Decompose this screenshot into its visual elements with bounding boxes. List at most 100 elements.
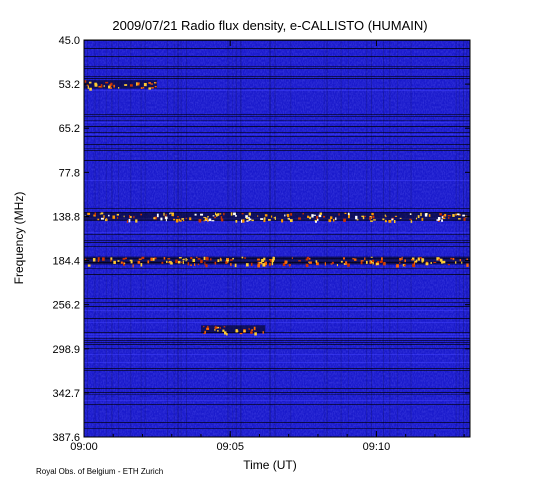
column-dark <box>348 40 350 437</box>
feature-pixel <box>433 261 437 264</box>
stripe-dark <box>84 76 470 77</box>
feature-pixel <box>381 257 383 260</box>
stripe-dark <box>84 298 470 299</box>
feature-pixel <box>441 216 444 219</box>
feature-pixel <box>239 332 243 335</box>
feature-pixel <box>153 217 156 220</box>
feature-pixel <box>399 217 402 219</box>
feature-pixel <box>345 261 348 265</box>
feature-pixel <box>182 260 184 265</box>
y-tick-label: 387.6 <box>52 432 80 444</box>
feature-pixel <box>284 260 287 264</box>
feature-pixel <box>263 217 266 221</box>
feature-pixel <box>116 213 120 216</box>
feature-pixel <box>207 219 209 222</box>
y-tick-label: 184.4 <box>52 256 80 268</box>
feature-pixel <box>190 264 193 266</box>
feature-pixel <box>409 218 412 220</box>
feature-pixel <box>379 261 382 263</box>
stripe-dark <box>84 268 470 269</box>
column-dark <box>366 40 368 437</box>
feature-pixel <box>330 216 333 220</box>
feature-pixel <box>362 215 365 220</box>
column-dark <box>98 40 100 437</box>
feature-pixel <box>264 214 268 217</box>
feature-pixel <box>309 261 312 264</box>
feature-pixel <box>352 258 355 260</box>
stripe-light <box>84 322 470 323</box>
stripe-light <box>84 400 470 401</box>
feature-pixel <box>204 330 206 334</box>
feature-pixel <box>308 261 310 263</box>
feature-pixel <box>373 219 376 221</box>
feature-pixel <box>102 257 105 261</box>
feature-pixel <box>428 214 431 217</box>
stripe-dark <box>84 160 470 161</box>
feature-pixel <box>246 217 249 220</box>
feature-pixel <box>388 219 392 223</box>
feature-pixel <box>270 215 273 218</box>
feature-pixel <box>263 219 266 223</box>
feature-pixel <box>245 263 249 267</box>
feature-pixel <box>248 328 250 330</box>
stripe-dark <box>84 132 470 133</box>
feature-pixel <box>399 257 402 261</box>
feature-pixel <box>364 215 366 217</box>
feature-pixel <box>122 258 126 260</box>
feature-280 <box>200 325 266 336</box>
column-dark <box>240 40 242 437</box>
feature-pixel <box>167 258 171 260</box>
feature-pixel <box>151 87 154 89</box>
feature-pixel <box>212 215 215 217</box>
feature-pixel <box>287 214 290 218</box>
feature-pixel <box>226 333 228 336</box>
feature-pixel <box>229 259 233 261</box>
stripe-dark <box>84 88 470 89</box>
feature-pixel <box>452 258 455 261</box>
credit-label: Royal Obs. of Belgium - ETH Zurich <box>36 467 163 476</box>
stripe-dark <box>84 150 470 151</box>
feature-pixel <box>224 331 227 335</box>
feature-pixel <box>223 212 225 216</box>
feature-pixel <box>148 87 151 90</box>
column-dark <box>177 40 179 437</box>
column-dark <box>269 40 271 437</box>
feature-pixel <box>143 82 147 87</box>
feature-pixel <box>217 326 220 329</box>
feature-pixel <box>186 259 188 261</box>
feature-pixel <box>203 220 205 222</box>
feature-pixel <box>444 213 447 217</box>
feature-pixel <box>190 257 193 260</box>
feature-pixel <box>189 217 192 221</box>
feature-pixel <box>415 259 418 262</box>
feature-pixel <box>391 218 394 221</box>
feature-pixel <box>425 262 429 266</box>
feature-pixel <box>436 257 440 261</box>
feature-pixel <box>348 214 350 219</box>
feature-pixel <box>354 258 357 261</box>
feature-pixel <box>225 261 228 265</box>
feature-pixel <box>442 214 445 218</box>
feature-band-shadow <box>84 212 470 221</box>
feature-pixel <box>217 259 220 263</box>
feature-pixel <box>203 333 206 335</box>
feature-pixel <box>371 212 374 216</box>
stripe-dark <box>84 394 470 395</box>
feature-pixel <box>436 219 440 221</box>
feature-pixel <box>194 213 197 216</box>
feature-pixel <box>215 325 217 329</box>
feature-pixel <box>251 219 254 222</box>
column-dark <box>87 40 89 437</box>
feature-pixel <box>108 214 110 217</box>
feature-pixel <box>314 219 317 222</box>
feature-pixel <box>172 214 175 217</box>
feature-pixel <box>180 219 182 222</box>
feature-pixel <box>165 214 167 218</box>
x-tick-label: 09:10 <box>363 441 391 453</box>
stripe-dark <box>84 332 470 333</box>
feature-pixel <box>221 218 224 222</box>
feature-pixel <box>205 257 209 261</box>
stripe-dark <box>84 302 470 303</box>
feature-pixel <box>181 218 185 220</box>
